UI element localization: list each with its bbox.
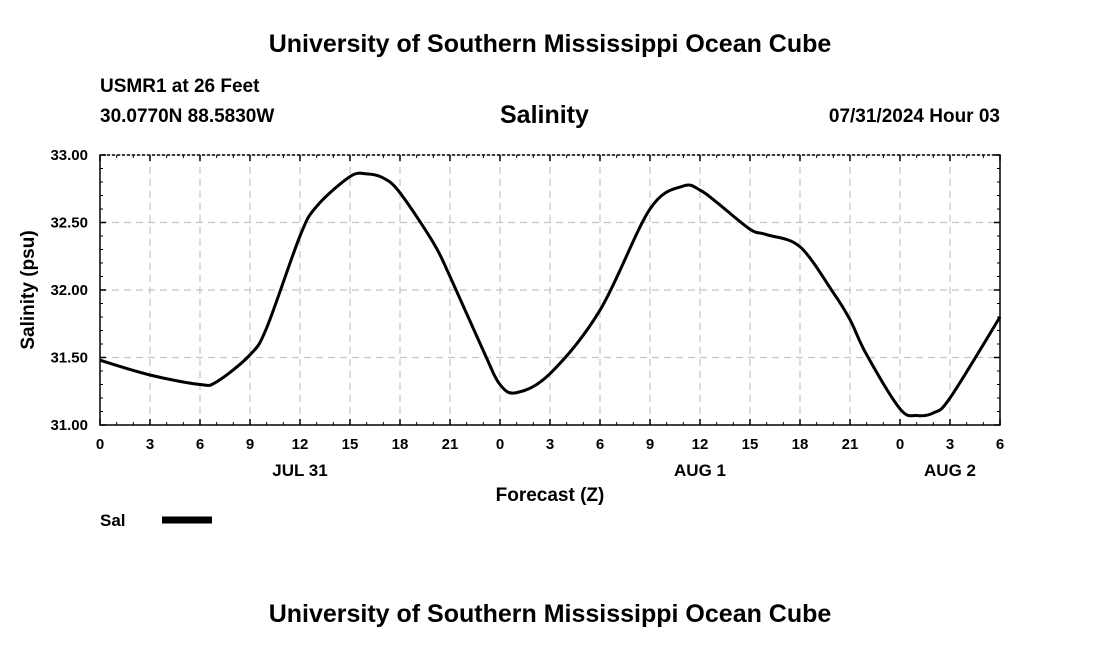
station-label: USMR1 at 26 Feet <box>100 76 260 97</box>
x-tick-label: 0 <box>96 436 104 453</box>
page-title-top: University of Southern Mississippi Ocean… <box>268 30 832 58</box>
station-coordinates: 30.0770N 88.5830W <box>100 106 275 127</box>
y-tick-label: 31.00 <box>50 417 88 434</box>
x-tick-label: 9 <box>246 436 254 453</box>
parameter-title: Salinity <box>500 101 589 129</box>
x-tick-label: 15 <box>342 436 359 453</box>
x-tick-label: 6 <box>596 436 604 453</box>
x-axis-label: Forecast (Z) <box>496 485 605 506</box>
y-tick-label: 32.50 <box>50 215 88 232</box>
x-tick-label: 12 <box>692 436 709 453</box>
x-tick-labels: 0 3 6 9 12 15 18 21 0 3 6 9 12 15 18 21 0 3 6 <box>96 436 1004 453</box>
series-line-sal <box>99 171 1002 418</box>
chart-grid <box>100 155 1000 425</box>
x-tick-label: 12 <box>292 436 309 453</box>
x-tick-label: 15 <box>742 436 759 453</box>
axis-ticks <box>99 154 1001 426</box>
y-tick-labels: 31.00 31.50 32.00 32.50 33.00 <box>50 147 88 434</box>
x-tick-label: 6 <box>996 436 1004 453</box>
date-labels: JUL 31 AUG 1 AUG 2 <box>272 461 976 480</box>
y-axis-label: Salinity (psu) <box>18 230 39 349</box>
date-label: AUG 1 <box>674 461 726 480</box>
y-tick-label: 31.50 <box>50 350 88 367</box>
x-tick-label: 0 <box>496 436 504 453</box>
legend-label: Sal <box>100 511 126 530</box>
x-tick-label: 18 <box>392 436 409 453</box>
x-tick-label: 3 <box>946 436 954 453</box>
x-tick-label: 18 <box>792 436 809 453</box>
page-title-bottom: University of Southern Mississippi Ocean… <box>268 600 832 628</box>
y-tick-label: 33.00 <box>50 147 88 164</box>
x-tick-label: 21 <box>442 436 459 453</box>
date-label: JUL 31 <box>272 461 327 480</box>
x-tick-label: 6 <box>196 436 204 453</box>
x-tick-label: 0 <box>896 436 904 453</box>
date-label: AUG 2 <box>924 461 976 480</box>
y-tick-label: 32.00 <box>50 282 88 299</box>
x-tick-label: 9 <box>646 436 654 453</box>
x-tick-label: 3 <box>546 436 554 453</box>
x-tick-label: 21 <box>842 436 859 453</box>
forecast-datetime: 07/31/2024 Hour 03 <box>828 106 1000 127</box>
x-tick-label: 3 <box>146 436 154 453</box>
